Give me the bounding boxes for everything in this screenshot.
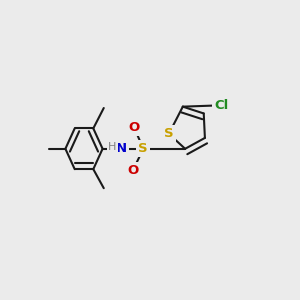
Text: S: S [139,142,148,155]
Text: O: O [128,121,140,134]
Text: S: S [164,127,174,140]
Text: O: O [127,164,138,177]
Text: Cl: Cl [214,99,228,112]
Text: H: H [108,142,117,152]
Text: N: N [116,142,127,155]
